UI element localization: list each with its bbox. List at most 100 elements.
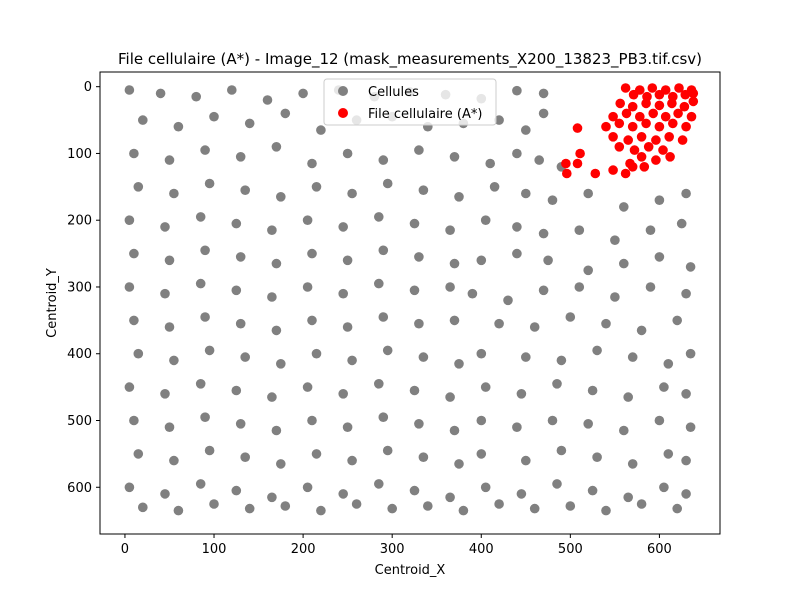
cell-point xyxy=(445,282,455,292)
x-axis-label: Centroid_X xyxy=(375,563,446,578)
cell-point xyxy=(240,185,250,195)
cell-point xyxy=(164,155,175,165)
cell-point xyxy=(654,195,665,205)
cell-point xyxy=(458,505,469,516)
cell-point xyxy=(342,422,353,433)
cell-point xyxy=(449,258,460,269)
cell-point xyxy=(414,145,424,155)
cell-point xyxy=(298,88,308,99)
file-cell-point xyxy=(651,135,661,145)
cell-point xyxy=(503,295,513,306)
file-cell-point xyxy=(665,152,675,162)
x-axis-ticks: 0 100 200 300 400 500 600 xyxy=(121,534,672,557)
cell-point xyxy=(454,359,464,369)
cell-point xyxy=(200,145,210,155)
cell-point xyxy=(164,322,175,332)
cell-point xyxy=(645,225,656,235)
cell-point xyxy=(378,412,389,423)
cell-point xyxy=(538,108,549,119)
cell-point xyxy=(681,188,691,199)
cell-point xyxy=(672,315,682,326)
cell-point xyxy=(672,503,682,514)
cell-point xyxy=(512,85,522,96)
file-cell-point xyxy=(641,118,651,129)
cell-point xyxy=(129,315,139,326)
file-cell-point xyxy=(677,135,688,145)
cell-point xyxy=(307,248,317,259)
cell-point xyxy=(378,312,389,322)
cell-point xyxy=(619,258,629,269)
cell-point xyxy=(512,222,522,232)
cell-point xyxy=(547,415,558,426)
cell-point xyxy=(480,482,491,493)
cell-point xyxy=(587,385,598,396)
cell-point xyxy=(681,489,691,499)
cell-point xyxy=(240,352,250,362)
cell-point xyxy=(271,258,282,269)
cell-point xyxy=(476,449,487,459)
cell-point xyxy=(311,182,322,192)
cell-point xyxy=(316,505,326,516)
cell-point xyxy=(627,352,638,362)
cell-point xyxy=(374,479,384,489)
cell-point xyxy=(601,505,611,516)
series-cellules xyxy=(124,85,696,516)
cell-point xyxy=(521,455,531,466)
file-cell-point xyxy=(590,168,601,179)
y-tick-label: 500 xyxy=(67,414,92,429)
cell-point xyxy=(240,452,250,463)
cell-point xyxy=(164,422,175,433)
file-cell-point xyxy=(620,168,631,179)
points-layer xyxy=(124,83,699,516)
file-cell-point xyxy=(641,98,651,109)
cell-point xyxy=(574,282,585,292)
y-axis-ticks: 0 100 200 300 400 500 600 xyxy=(67,80,100,496)
x-tick-label: 100 xyxy=(202,542,227,557)
cell-point xyxy=(204,345,215,356)
file-cell-point xyxy=(572,158,583,169)
cell-point xyxy=(244,118,255,129)
cell-point xyxy=(547,195,558,205)
cell-point xyxy=(645,282,656,292)
cell-point xyxy=(685,348,696,359)
cell-point xyxy=(480,215,491,225)
file-cell-point xyxy=(614,142,625,152)
cell-point xyxy=(276,192,286,202)
file-cell-point xyxy=(648,108,658,119)
file-cell-point xyxy=(627,101,638,112)
cell-point xyxy=(124,215,135,225)
file-cell-point xyxy=(627,162,638,172)
cell-point xyxy=(445,492,455,503)
file-cell-point xyxy=(681,121,691,132)
cell-point xyxy=(169,355,179,366)
cell-point xyxy=(556,445,567,456)
cell-point xyxy=(271,425,282,436)
cell-point xyxy=(387,503,398,514)
cell-point xyxy=(623,392,633,402)
cell-point xyxy=(302,382,313,392)
cell-point xyxy=(276,459,286,469)
cell-point xyxy=(654,415,665,426)
cell-point xyxy=(338,389,349,399)
cell-point xyxy=(271,325,282,336)
cell-point xyxy=(681,455,691,466)
cell-point xyxy=(681,389,691,399)
file-cell-point xyxy=(654,89,665,100)
cell-point xyxy=(129,248,139,259)
file-cell-point xyxy=(628,89,639,100)
cell-point xyxy=(543,255,553,266)
cell-point xyxy=(382,445,393,456)
file-cell-point xyxy=(621,108,632,119)
cell-point xyxy=(195,479,206,489)
cell-point xyxy=(302,282,313,292)
cell-point xyxy=(619,202,629,212)
cell-point xyxy=(521,125,531,135)
cell-point xyxy=(619,425,629,436)
cell-point xyxy=(494,318,504,329)
chart-title: File cellulaire (A*) - Image_12 (mask_me… xyxy=(118,50,702,69)
cell-point xyxy=(342,148,353,159)
file-cell-point xyxy=(629,145,640,155)
cell-point xyxy=(276,359,286,369)
cell-point xyxy=(138,115,148,125)
